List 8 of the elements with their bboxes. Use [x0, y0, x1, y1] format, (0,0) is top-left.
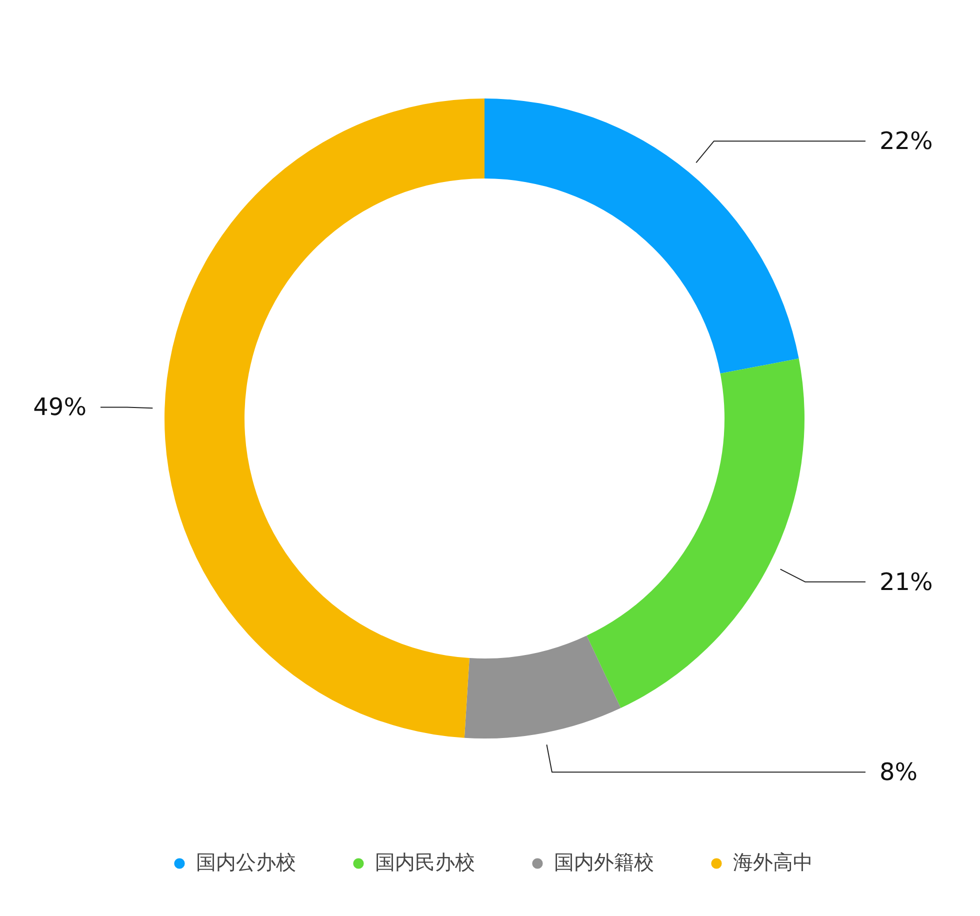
data-label: 8% — [880, 758, 918, 786]
data-label: 49% — [33, 393, 86, 422]
legend-label: 国内民办校 — [375, 849, 475, 876]
data-label: 22% — [880, 127, 933, 156]
legend-label: 海外高中 — [733, 849, 813, 876]
legend-label: 国内外籍校 — [554, 849, 654, 876]
legend-label: 国内公办校 — [196, 849, 296, 876]
data-label: 21% — [880, 568, 933, 596]
